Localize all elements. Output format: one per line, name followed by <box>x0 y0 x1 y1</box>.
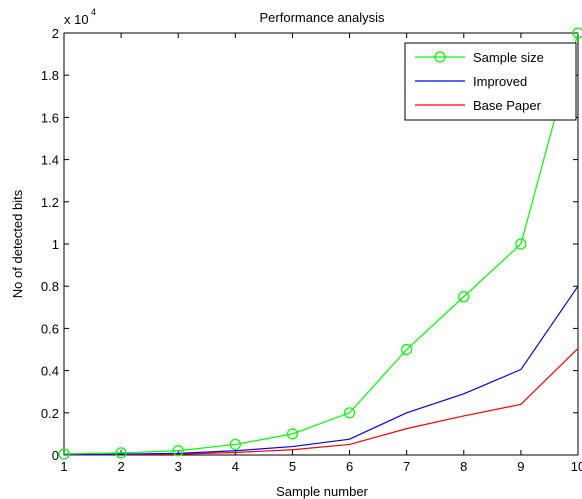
y-tick-label: 1.6 <box>41 110 59 125</box>
legend-item: Improved <box>415 74 527 89</box>
y-multiplier-exponent: 4 <box>91 7 96 17</box>
legend-item: Sample size <box>415 50 544 65</box>
y-tick-label: 1.4 <box>41 153 59 168</box>
x-tick-label: 2 <box>117 459 124 474</box>
series-line-base-paper <box>63 348 579 456</box>
series-line-improved <box>63 285 579 456</box>
series-group <box>58 27 582 460</box>
chart-title: Performance analysis <box>260 10 385 25</box>
legend-item: Base Paper <box>415 98 542 113</box>
plot-layer: 1 2 3 4 5 6 7 8 9 10 0 0.2 0.4 0.6 0.8 1 1.2 1.4 1.6 1.8 2 Sa… <box>41 26 582 474</box>
data-point <box>458 291 470 303</box>
y-tick-label: 0.6 <box>41 321 59 336</box>
x-tick-label: 7 <box>403 459 410 474</box>
data-point <box>172 445 184 457</box>
x-tick-label: 8 <box>460 459 467 474</box>
x-tick-label: 10 <box>571 459 582 474</box>
y-tick-label: 1.2 <box>41 195 59 210</box>
x-tick-label: 1 <box>60 459 67 474</box>
data-point <box>229 438 241 451</box>
data-point <box>401 343 413 356</box>
y-tick-label: 0.2 <box>41 406 59 421</box>
x-tick-label: 3 <box>175 459 182 474</box>
legend-marker <box>434 51 446 63</box>
y-tick-label: 0.4 <box>41 364 59 379</box>
x-tick-label: 9 <box>517 459 524 474</box>
y-tick-label: 1.8 <box>41 68 59 83</box>
data-point <box>115 447 127 459</box>
legend-label: Sample size <box>473 50 544 65</box>
data-point <box>343 407 356 419</box>
y-tick-label: 1 <box>52 237 59 252</box>
y-tick-label: 0 <box>52 448 59 463</box>
data-point <box>286 428 299 440</box>
y-multiplier-label: x 10 <box>64 12 89 27</box>
legend-label: Improved <box>473 74 527 89</box>
series-line-sample-size <box>63 32 579 455</box>
legend: Sample size Improved Base Paper <box>404 42 577 121</box>
legend-label: Base Paper <box>473 98 542 113</box>
x-tick-label: 5 <box>289 459 296 474</box>
y-tick-label: 0.8 <box>41 279 59 294</box>
x-tick-label: 4 <box>232 459 239 474</box>
y-axis-label: No of detected bits <box>10 189 25 298</box>
data-point <box>572 27 582 39</box>
y-axis-multiplier: x 10 4 <box>64 7 96 27</box>
x-axis-label: Sample number <box>276 484 368 499</box>
y-tick-label: 2 <box>52 26 59 41</box>
x-tick-label: 6 <box>346 459 353 474</box>
data-point <box>515 238 527 250</box>
data-point <box>58 448 70 460</box>
